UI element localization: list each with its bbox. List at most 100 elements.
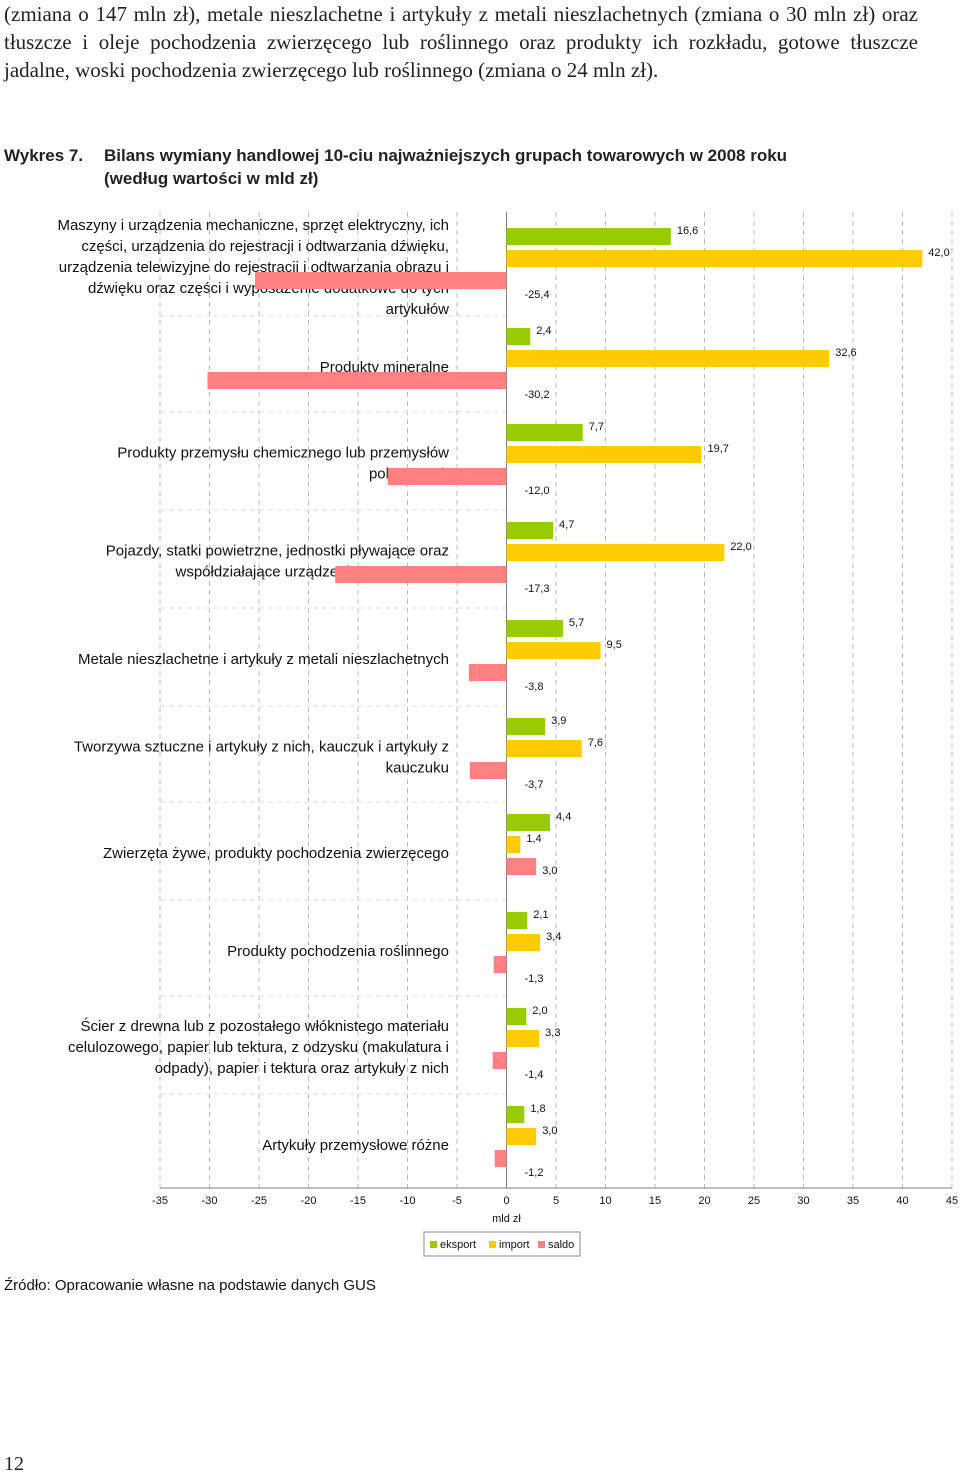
category-label: Artykuły przemysłowe różne: [262, 1137, 449, 1154]
bar-saldo: [506, 858, 537, 875]
value-label: 3,9: [551, 715, 566, 727]
x-tick-label: -20: [301, 1195, 317, 1207]
category-label: Pojazdy, statki powietrzne, jednostki pł…: [106, 543, 449, 560]
legend-swatch-saldo: [538, 1241, 545, 1248]
x-tick-label: -15: [350, 1195, 366, 1207]
value-label: -3,7: [525, 779, 544, 791]
category-label: urządzenia telewizyjne do rejestracji i …: [59, 259, 449, 276]
bar-import: [506, 740, 582, 757]
value-label: 7,7: [589, 421, 604, 433]
category-label: Tworzywa sztuczne i artykuły z nich, kau…: [74, 739, 449, 756]
bar-saldo: [387, 468, 507, 485]
value-label: 5,7: [569, 617, 584, 629]
x-tick-label: 40: [896, 1195, 908, 1207]
x-tick-label: 35: [847, 1195, 859, 1207]
value-label: 3,0: [542, 1125, 557, 1137]
legend-swatch-import: [489, 1241, 496, 1248]
bar-eksport: [506, 424, 583, 441]
bar-eksport: [506, 814, 551, 831]
figure-title-line2: (według wartości w mld zł): [104, 169, 319, 188]
category-label: celulozowego, papier lub tektura, z odzy…: [68, 1039, 449, 1056]
bar-eksport: [506, 522, 554, 539]
value-label: -1,4: [525, 1069, 544, 1081]
legend-label-eksport: eksport: [440, 1239, 476, 1251]
value-label: 3,0: [542, 865, 557, 877]
bar-import: [506, 1030, 540, 1047]
bar-import: [506, 544, 725, 561]
bar-import: [506, 350, 830, 367]
value-label: -3,8: [525, 681, 544, 693]
value-label: 4,4: [556, 811, 571, 823]
category-label: odpady), papier i tektura oraz artykuły …: [155, 1060, 449, 1077]
x-tick-label: -30: [202, 1195, 218, 1207]
legend-box: [423, 1231, 581, 1257]
category-label: kauczuku: [386, 760, 449, 777]
value-label: 3,4: [546, 931, 561, 943]
value-label: -30,2: [525, 389, 550, 401]
figure-title-line1: Bilans wymiany handlowej 10-ciu najważni…: [104, 146, 788, 165]
bar-eksport: [506, 912, 528, 929]
bar-eksport: [506, 228, 671, 245]
bar-saldo: [493, 956, 507, 973]
value-label: 7,6: [588, 737, 603, 749]
legend-label-import: import: [499, 1239, 530, 1251]
x-tick-label: -35: [152, 1195, 168, 1207]
value-label: 19,7: [708, 443, 729, 455]
category-label: Ścier z drewna lub z pozostałego włóknis…: [80, 1017, 449, 1035]
value-label: 1,8: [530, 1103, 545, 1115]
x-tick-label: 20: [698, 1195, 710, 1207]
figure-label: Wykres 7.: [4, 146, 84, 165]
value-label: 42,0: [928, 247, 949, 259]
bar-saldo: [335, 566, 507, 583]
value-label: 16,6: [677, 225, 698, 237]
category-label: artykułów: [386, 301, 450, 318]
x-tick-label: 30: [797, 1195, 809, 1207]
bar-import: [506, 836, 521, 853]
x-tick-label: 0: [503, 1195, 509, 1207]
value-label: 2,1: [533, 909, 548, 921]
value-label: 3,3: [545, 1027, 560, 1039]
figure-caption: Wykres 7. Bilans wymiany handlowej 10-ciu…: [4, 144, 934, 190]
source-note: Źródło: Opracowanie własne na podstawie …: [4, 1277, 376, 1294]
bar-saldo: [492, 1052, 507, 1069]
category-label: Metale nieszlachetne i artykuły z metali…: [78, 651, 449, 668]
category-label: Maszyny i urządzenia mechaniczne, sprzęt…: [57, 217, 449, 234]
category-label: Produkty mineralne: [320, 359, 449, 376]
legend-label-saldo: saldo: [548, 1239, 574, 1251]
bar-eksport: [506, 328, 531, 345]
bar-import: [506, 1128, 537, 1145]
value-label: -12,0: [525, 485, 550, 497]
x-tick-label: -10: [400, 1195, 416, 1207]
x-axis-label: mld zł: [492, 1213, 521, 1225]
trade-balance-chart: Maszyny i urządzenia mechaniczne, sprzęt…: [57, 212, 958, 1257]
x-tick-label: 15: [649, 1195, 661, 1207]
bar-eksport: [506, 620, 563, 637]
value-label: 2,0: [532, 1005, 547, 1017]
value-label: 9,5: [607, 639, 622, 651]
category-label: Zwierzęta żywe, produkty pochodzenia zwi…: [103, 845, 449, 862]
value-label: -1,3: [525, 973, 544, 985]
value-label: 2,4: [536, 325, 551, 337]
bar-import: [506, 250, 923, 267]
category-label: Produkty pochodzenia roślinnego: [227, 943, 449, 960]
page-number: 12: [4, 1453, 24, 1475]
legend-swatch-eksport: [430, 1241, 437, 1248]
bar-eksport: [506, 718, 546, 735]
value-label: -17,3: [525, 583, 550, 595]
value-label: 1,4: [526, 833, 541, 845]
category-label: Produkty przemysłu chemicznego lub przem…: [117, 445, 449, 462]
value-label: 22,0: [730, 541, 751, 553]
bar-saldo: [494, 1150, 507, 1167]
bar-saldo: [468, 664, 507, 681]
bar-import: [506, 934, 541, 951]
x-tick-label: 25: [748, 1195, 760, 1207]
x-tick-label: 10: [599, 1195, 611, 1207]
value-label: 32,6: [835, 347, 856, 359]
category-label: części, urządzenia do rejestracji i odtw…: [81, 238, 449, 255]
x-tick-label: -5: [452, 1195, 462, 1207]
bar-saldo: [207, 372, 507, 389]
x-tick-label: 5: [553, 1195, 559, 1207]
bar-eksport: [506, 1008, 527, 1025]
bar-import: [506, 642, 601, 659]
value-label: 4,7: [559, 519, 574, 531]
